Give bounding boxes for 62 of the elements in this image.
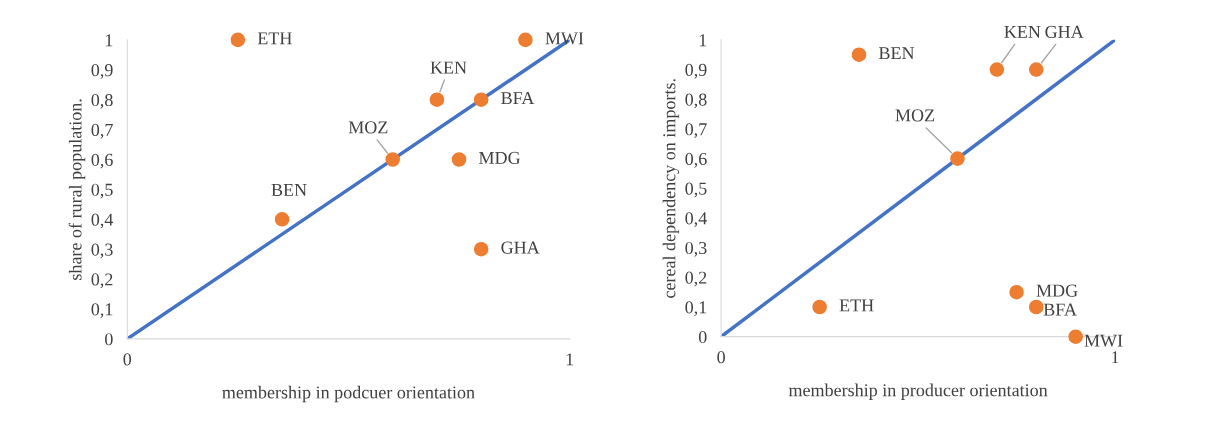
annotation: ETH [839, 299, 874, 312]
point [989, 62, 1005, 77]
y-axis-title: share of rural population. [68, 99, 86, 280]
point [1068, 329, 1083, 344]
y-tick-label: 0,5 [685, 182, 707, 198]
x-tick-label: 1 [1112, 351, 1119, 364]
y-tick-label: 0,8 [91, 93, 113, 109]
point [851, 47, 867, 62]
x-axis-title: membership in podcuer orientation [222, 385, 475, 403]
point [451, 152, 467, 167]
annotation: MDG [479, 151, 521, 164]
annotation: MDG [1036, 284, 1078, 297]
annotation: ETH [257, 32, 292, 45]
annotation: BEN [271, 184, 307, 196]
point [812, 299, 827, 315]
annotation: MWI [1084, 334, 1123, 347]
point [230, 32, 246, 48]
x-axis-title: membership in producer orientation [788, 383, 1048, 400]
y-tick-label: 1 [105, 34, 113, 47]
y-tick-label: 0,1 [91, 303, 113, 319]
y-tick-label: 0,4 [91, 213, 114, 229]
point [274, 212, 290, 227]
y-tick-label: 0,9 [685, 63, 707, 79]
point [473, 92, 489, 107]
annotation: BFA [501, 92, 535, 105]
x-tick-label: 1 [566, 353, 574, 366]
y-tick-label: 0,8 [685, 93, 707, 109]
annotation: GHA [1045, 25, 1084, 38]
annotation: MWI [545, 32, 584, 45]
annotation: MOZ [348, 121, 388, 134]
point [1028, 299, 1044, 315]
y-tick-label: 0,3 [685, 241, 707, 257]
y-tick-label: 0,7 [685, 123, 707, 138]
y-tick-label: 0,4 [685, 212, 707, 227]
y-tick-label: 0,9 [91, 64, 113, 79]
point [1028, 62, 1044, 77]
x-tick-label: 0 [123, 353, 132, 366]
point [385, 152, 400, 167]
point [950, 151, 965, 166]
y-tick-label: 0,5 [91, 183, 113, 199]
annotation: KEN [1004, 25, 1041, 38]
x-tick-label: 0 [717, 351, 725, 364]
point [518, 32, 533, 48]
y-axis-title: cereal dependency on imports. [662, 79, 680, 298]
y-tick-label: 0,7 [91, 123, 113, 139]
y-tick-label: 0,3 [91, 243, 113, 259]
y-tick-label: 0 [698, 330, 707, 344]
annotation: BEN [878, 47, 915, 60]
annotation: KEN [430, 61, 467, 74]
y-tick-label: 0,6 [685, 152, 707, 168]
y-tick-label: 0,6 [91, 153, 113, 169]
y-tick-label: 1 [699, 34, 707, 47]
y-tick-label: 0,1 [685, 301, 707, 317]
y-tick-label: 0,2 [685, 271, 707, 287]
point [429, 92, 445, 107]
y-tick-label: 0,2 [91, 273, 113, 289]
annotation: GHA [501, 241, 540, 254]
annotation: BFA [1043, 303, 1077, 316]
point [1009, 284, 1024, 300]
y-tick-label: 0 [105, 333, 113, 346]
annotation: MOZ [895, 109, 935, 122]
point [473, 241, 489, 257]
